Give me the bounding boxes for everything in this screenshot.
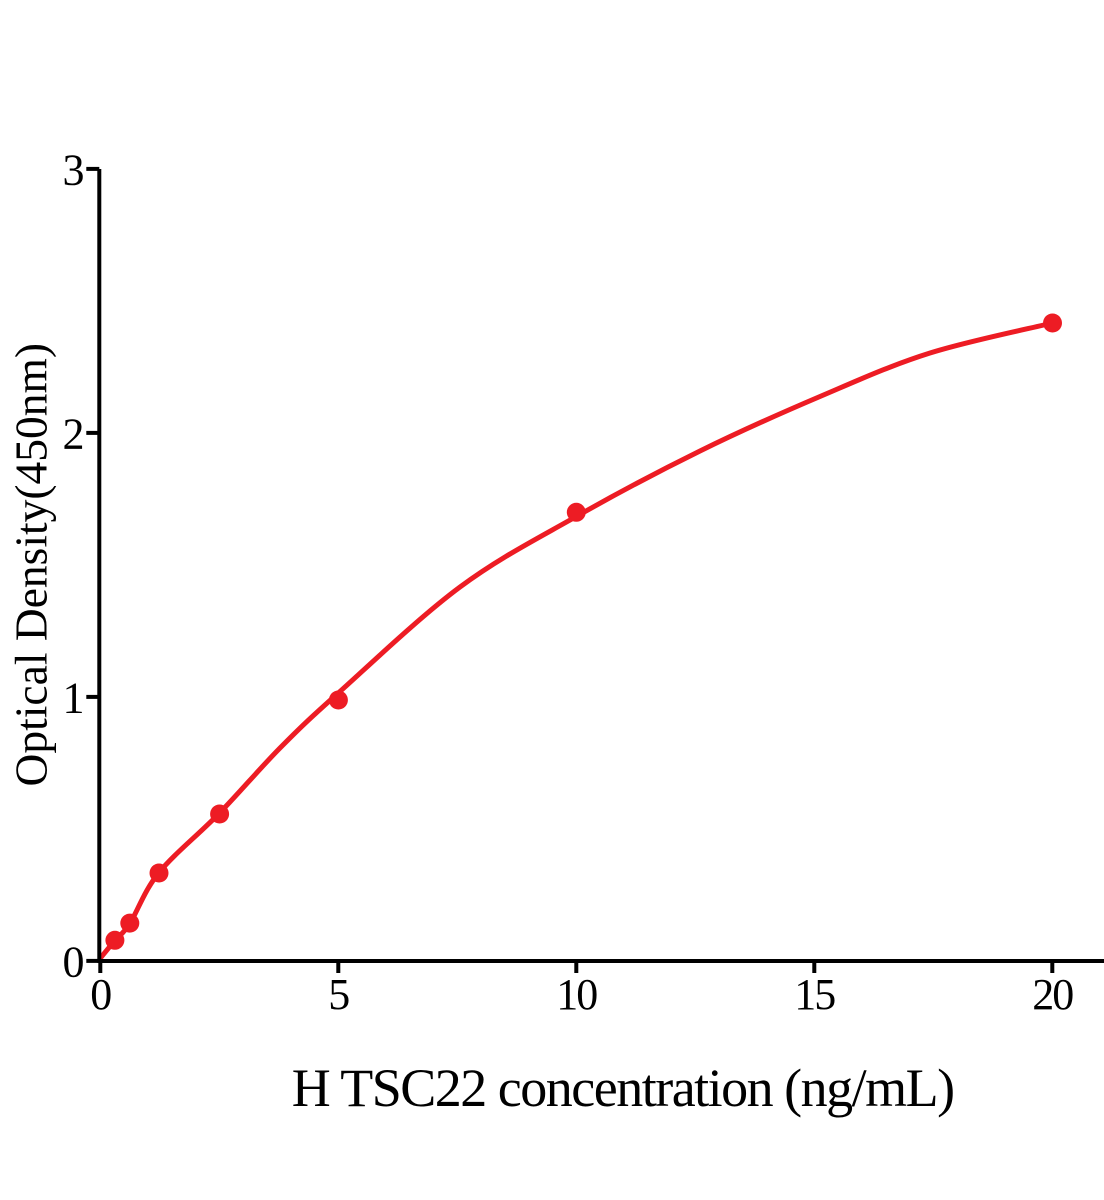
svg-text:2: 2: [63, 409, 83, 458]
svg-text:15: 15: [794, 970, 835, 1019]
svg-text:0: 0: [63, 937, 84, 986]
svg-text:Optical Density(450nm): Optical Density(450nm): [6, 343, 57, 787]
svg-text:3: 3: [63, 145, 84, 194]
svg-text:10: 10: [556, 970, 597, 1019]
svg-text:H TSC22 concentration (ng/mL): H TSC22 concentration (ng/mL): [292, 1058, 954, 1118]
svg-text:1: 1: [63, 673, 83, 722]
svg-text:5: 5: [328, 970, 349, 1019]
svg-text:0: 0: [90, 970, 111, 1019]
svg-text:20: 20: [1032, 970, 1073, 1019]
